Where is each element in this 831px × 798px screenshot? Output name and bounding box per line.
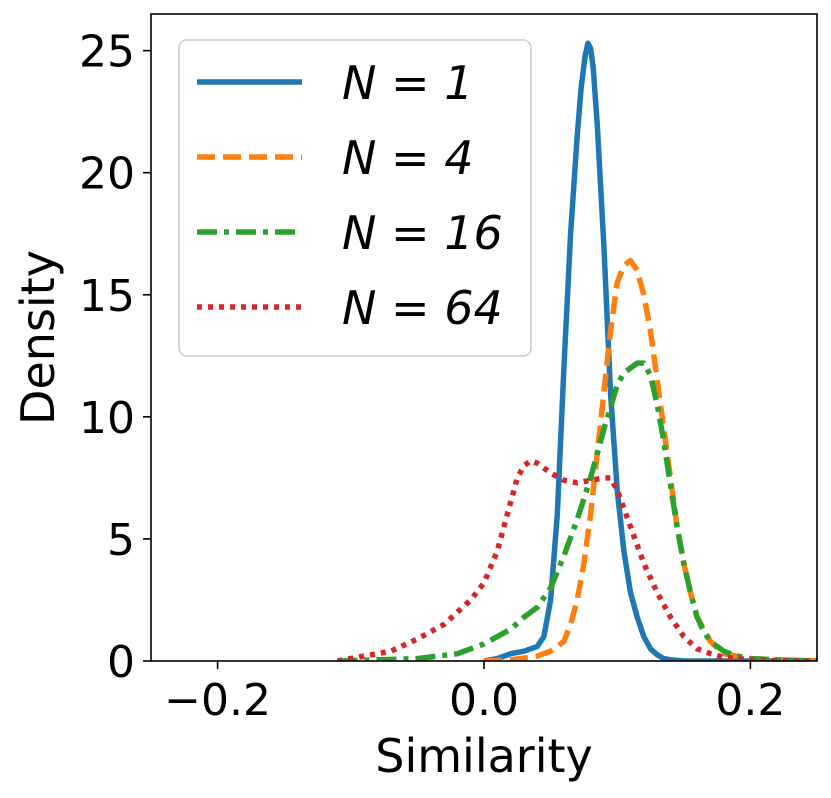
series-layer [337, 40, 817, 661]
series-line-1 [483, 40, 817, 661]
legend-label-2: N = 4 [342, 131, 473, 185]
y-tick-label: 0 [107, 637, 135, 688]
legend-label-3: N = 16 [342, 206, 503, 260]
x-tick-label: 0.0 [449, 675, 519, 726]
series-line-3 [337, 360, 817, 661]
y-tick-label: 20 [79, 149, 135, 200]
series-line-4 [337, 458, 817, 661]
legend-items: N = 1 N = 4 N = 16 N = 64 [197, 56, 503, 335]
legend-box [178, 39, 532, 357]
x-axis-label: Similarity [375, 729, 593, 783]
legend-label-4: N = 64 [342, 281, 503, 335]
legend-label-1: N = 1 [342, 56, 473, 110]
y-tick-label: 15 [79, 271, 135, 322]
y-tick-label: 5 [107, 515, 135, 566]
y-tick-label: 10 [79, 393, 135, 444]
legend: N = 1 N = 4 N = 16 N = 64 [178, 39, 532, 357]
x-tick-label: 0.2 [715, 675, 785, 726]
axis-ticks: −0.2 0.0 0.2 0 5 10 15 20 25 [79, 27, 785, 726]
x-tick-label: −0.2 [164, 675, 271, 726]
y-axis-label: Density [11, 250, 65, 425]
y-tick-label: 25 [79, 27, 135, 78]
